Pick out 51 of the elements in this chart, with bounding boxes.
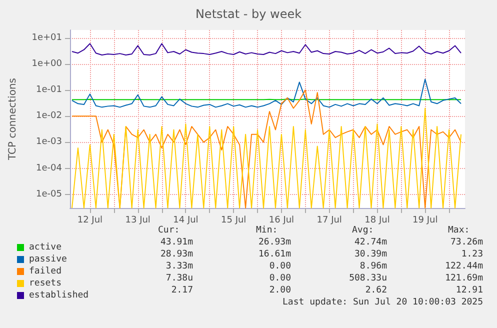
- legend-label: active: [29, 242, 62, 252]
- text: 2.62: [365, 286, 387, 296]
- text: 0.00: [269, 274, 291, 284]
- text: 121.69m: [445, 274, 483, 284]
- text: Max:: [448, 226, 470, 236]
- text: 42.74m: [354, 238, 387, 248]
- text: 12.91: [456, 286, 483, 296]
- text: 508.33u: [349, 274, 387, 284]
- text: Avg:: [352, 226, 374, 236]
- legend-label: failed: [29, 266, 62, 276]
- x-tick-label: 18 Jul: [364, 216, 390, 226]
- text: 30.39m: [354, 250, 387, 260]
- text: 2.17: [171, 286, 193, 296]
- y-tick-label: 1e-02: [36, 111, 62, 122]
- x-tick-label: 16 Jul: [268, 216, 294, 226]
- y-tick-label: 1e-03: [36, 137, 62, 148]
- x-tick-label: 14 Jul: [173, 216, 198, 226]
- y-tick-label: 1e-04: [36, 163, 62, 174]
- text: 2.00: [269, 286, 291, 296]
- text: Cur:: [158, 226, 180, 236]
- text: 73.26m: [450, 238, 483, 248]
- y-tick-label: 1e-05: [36, 189, 62, 200]
- legend-label: passive: [29, 254, 67, 264]
- chart-title: Netstat - by week: [195, 7, 302, 21]
- text: 43.91m: [160, 238, 193, 248]
- text: 1.23: [461, 250, 483, 260]
- text: 26.93m: [258, 238, 291, 248]
- text: 28.93m: [160, 250, 193, 260]
- text: 122.44m: [445, 262, 483, 272]
- x-tick-label: 13 Jul: [125, 216, 150, 226]
- x-tick-label: 15 Jul: [221, 216, 246, 226]
- text: 0.00: [269, 262, 291, 272]
- text: 7.38u: [166, 274, 193, 284]
- y-axis-title: TCP connections: [8, 78, 18, 162]
- y-tick-label: 1e-01: [36, 85, 62, 96]
- line-series: [71, 43, 462, 56]
- legend-label: established: [29, 290, 89, 300]
- line-series: [71, 78, 462, 108]
- text: Last update: Sun Jul 20 10:00:03 2025: [282, 298, 483, 308]
- legend-label: resets: [29, 278, 62, 288]
- text: Min:: [256, 226, 278, 236]
- y-tick-label: 1e+01: [32, 32, 62, 43]
- line-series: [71, 90, 462, 208]
- text: 8.96m: [360, 262, 387, 272]
- x-tick-label: 12 Jul: [77, 216, 103, 226]
- line-series: [71, 108, 462, 208]
- x-tick-label: 19 Jul: [412, 216, 438, 226]
- text: 3.33m: [166, 262, 193, 272]
- x-tick-label: 17 Jul: [316, 216, 342, 226]
- text: 16.61m: [258, 250, 291, 260]
- y-tick-label: 1e+00: [32, 58, 62, 69]
